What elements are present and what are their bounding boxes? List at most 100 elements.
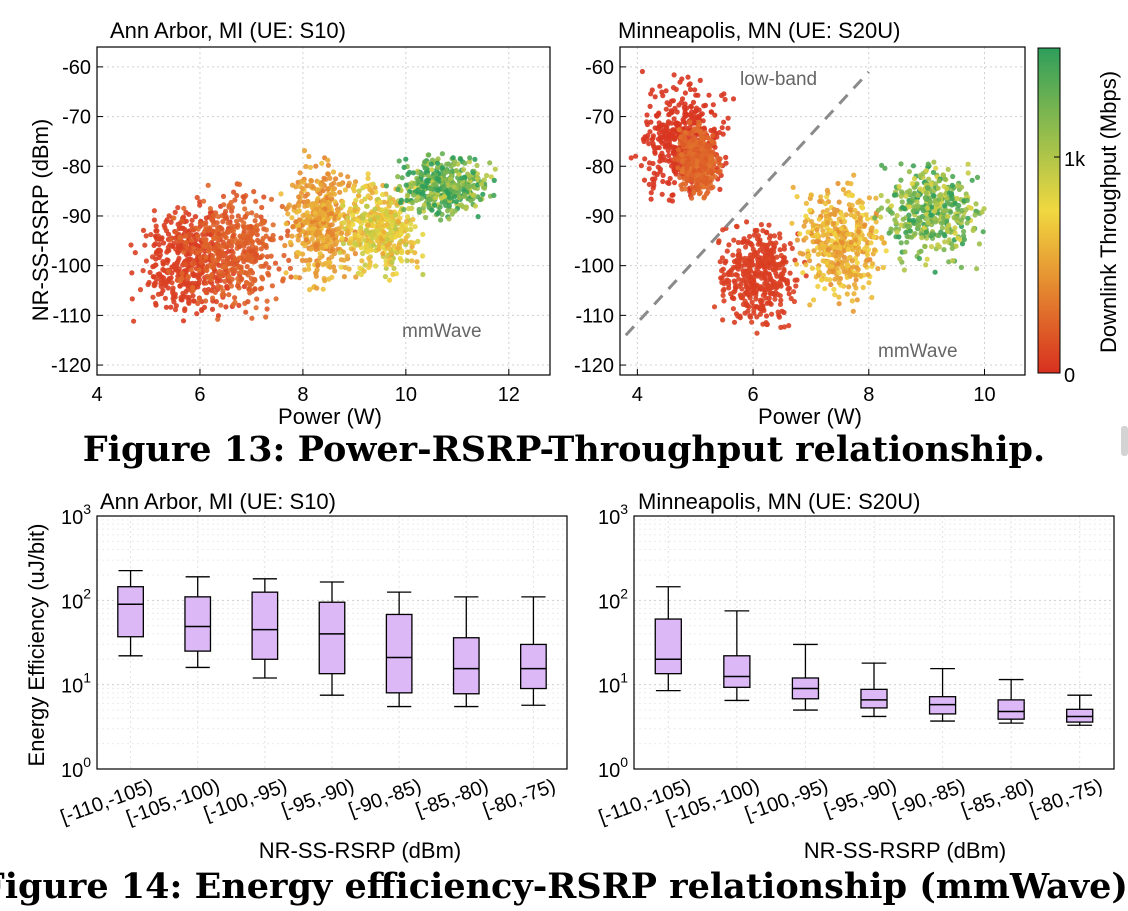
fig13-left-data-point	[451, 161, 457, 167]
fig13-left-data-point	[388, 209, 394, 215]
fig13-right-data-point	[692, 87, 698, 93]
fig13-left-data-point	[221, 202, 227, 208]
fig13-right-data-point	[698, 155, 704, 161]
fig13-right-data-point	[676, 127, 682, 133]
fig13-left-data-point	[175, 205, 181, 211]
fig13-right-data-point	[837, 243, 843, 250]
fig13-left-data-point	[143, 233, 149, 239]
fig13-right-data-point	[832, 231, 838, 237]
fig13-left-data-point	[404, 258, 410, 264]
fig13-right-data-point	[839, 240, 845, 246]
fig13-right-data-point	[719, 255, 726, 261]
fig13-left-data-point	[282, 242, 288, 249]
fig14-left-y-tick-label: 103	[61, 501, 91, 529]
fig13-right-data-point	[794, 194, 800, 200]
fig13-right-data-point	[963, 207, 969, 213]
fig13-left-data-point	[341, 220, 347, 226]
fig13-right-data-point	[879, 162, 885, 168]
fig13-right-data-point	[689, 184, 695, 190]
fig13-right-data-point	[955, 235, 961, 241]
fig13-left-data-point	[458, 202, 464, 208]
fig13-left-data-point	[249, 210, 255, 216]
fig13-right-data-point	[946, 222, 952, 228]
fig13-right-data-point	[754, 314, 760, 320]
fig13-right-data-point	[753, 287, 760, 294]
fig13-left-data-point	[211, 235, 217, 241]
fig13-right-data-point	[906, 212, 912, 218]
fig13-left-data-point	[444, 161, 450, 167]
fig13-left-data-point	[137, 287, 144, 293]
fig13-right-data-point	[851, 291, 857, 297]
fig13-left-data-point	[434, 160, 441, 166]
fig13-right-data-point	[841, 269, 848, 275]
fig13-left-data-point	[252, 276, 258, 282]
fig14-right-y-tick-exponent: 0	[620, 754, 628, 770]
fig13-left-data-point	[156, 241, 162, 248]
fig13-right-data-point	[745, 287, 751, 293]
fig13-right-data-point	[731, 258, 738, 265]
fig13-left-data-point	[443, 167, 449, 173]
fig13-left-data-point	[341, 257, 347, 263]
fig13-right-data-point	[902, 249, 908, 255]
fig13-left-data-point	[182, 261, 188, 267]
fig13-right-data-point	[800, 270, 806, 276]
fig13-right-data-point	[716, 160, 722, 166]
fig13-left-data-point	[245, 235, 251, 241]
fig13-left-data-point	[472, 156, 478, 162]
fig13-right-data-point	[663, 88, 669, 94]
fig13-left-data-point	[202, 239, 208, 245]
fig13-right-data-point	[751, 279, 757, 285]
fig13-left-data-point	[195, 300, 201, 307]
fig13-right-data-point	[671, 180, 678, 186]
fig13-right-data-point	[784, 280, 790, 286]
fig13-right-x-tick-label: 4	[632, 384, 643, 406]
scrollbar-handle[interactable]	[1121, 426, 1128, 456]
fig13-right-data-point	[731, 237, 737, 243]
fig13-left-data-point	[359, 198, 365, 205]
fig14-left-title: Ann Arbor, MI (UE: S10)	[100, 489, 336, 514]
fig13-right-data-point	[914, 199, 920, 205]
fig13-left-data-point	[285, 211, 291, 217]
fig13-right-data-point	[731, 295, 737, 302]
fig13-right-data-point	[853, 272, 859, 279]
fig14-right-y-tick-exponent: 1	[620, 670, 628, 686]
fig13-right-data-point	[671, 72, 677, 78]
fig13-right-data-point	[648, 119, 654, 125]
fig13-right-y-tick-label: -110	[575, 305, 614, 327]
fig13-right-data-point	[809, 265, 816, 271]
fig13-right-data-point	[747, 313, 753, 319]
fig13-left-data-point	[201, 198, 207, 204]
fig13-right-data-point	[759, 304, 765, 310]
fig13-right-data-point	[769, 240, 775, 246]
fig13-left-x-tick-label: 12	[498, 384, 520, 406]
fig13-right-data-point	[935, 185, 941, 191]
fig13-right-data-point	[652, 94, 658, 100]
fig13-left-y-tick-label: -100	[51, 256, 91, 278]
fig13-right-data-point	[775, 281, 781, 287]
fig13-left-data-point	[251, 189, 257, 195]
fig13-left-data-point	[326, 207, 332, 213]
fig13-right-data-point	[931, 159, 937, 165]
fig13-left-data-point	[190, 271, 196, 277]
fig14-right-x-tick-label: [-90,-85)	[890, 775, 969, 822]
fig13-right-data-point	[947, 209, 954, 215]
fig13-left-data-point	[383, 183, 389, 189]
fig13-right-data-point	[824, 207, 830, 213]
fig13-right-data-point	[857, 272, 864, 279]
fig14-right-plot-frame	[633, 515, 1115, 770]
fig14-right-y-tick-label: 103	[598, 501, 628, 529]
fig13-left-data-point	[477, 196, 483, 203]
fig13-right-data-point	[660, 172, 666, 178]
fig13-left-data-point	[412, 224, 418, 230]
fig13-right-data-point	[924, 256, 930, 262]
fig13-left-data-point	[131, 318, 137, 324]
fig13-left-data-point	[453, 199, 459, 205]
fig13-right-data-point	[792, 257, 798, 263]
fig13-left-data-point	[165, 257, 171, 263]
fig13-left-data-point	[336, 181, 342, 187]
fig13-right-data-point	[831, 220, 837, 226]
fig13-right-title: Minneapolis, MN (UE: S20U)	[618, 18, 900, 43]
fig13-left-data-point	[174, 260, 180, 266]
fig13-left-data-point	[329, 274, 335, 280]
fig13-left-data-point	[150, 294, 156, 300]
